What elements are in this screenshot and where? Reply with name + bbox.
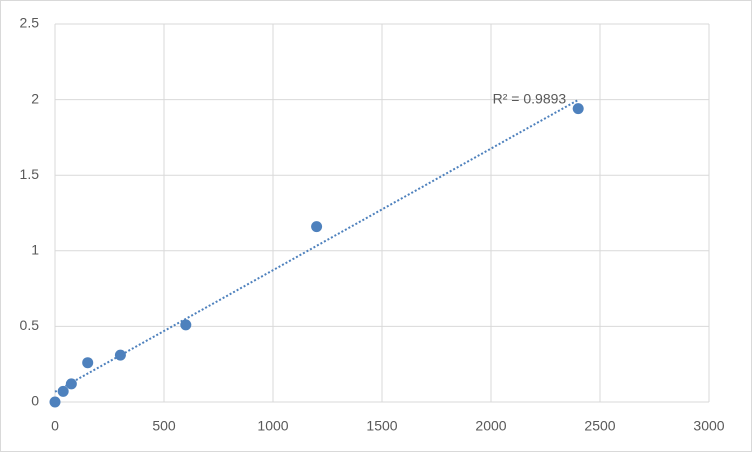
point — [65, 378, 77, 390]
x-tick-label: 2500 — [584, 418, 615, 434]
y-tick-label: 1 — [31, 242, 39, 258]
trendline-label: R² = 0.9893 — [493, 91, 567, 107]
y-tick-label: 2 — [31, 90, 39, 106]
point — [49, 396, 61, 408]
point — [572, 103, 584, 115]
x-tick-label: 0 — [51, 418, 59, 434]
y-tick-label: 1.5 — [20, 166, 40, 182]
x-tick-label: 3000 — [693, 418, 724, 434]
point — [82, 357, 94, 369]
point — [180, 319, 192, 331]
x-tick-label: 1500 — [366, 418, 397, 434]
y-tick-label: 0.5 — [20, 317, 40, 333]
y-tick-label: 0 — [31, 393, 39, 409]
x-tick-label: 1000 — [257, 418, 288, 434]
y-tick-label: 2.5 — [20, 15, 40, 31]
point — [57, 385, 69, 397]
x-tick-label: 2000 — [475, 418, 506, 434]
point — [114, 349, 126, 361]
x-tick-label: 500 — [152, 418, 176, 434]
point — [311, 221, 323, 233]
